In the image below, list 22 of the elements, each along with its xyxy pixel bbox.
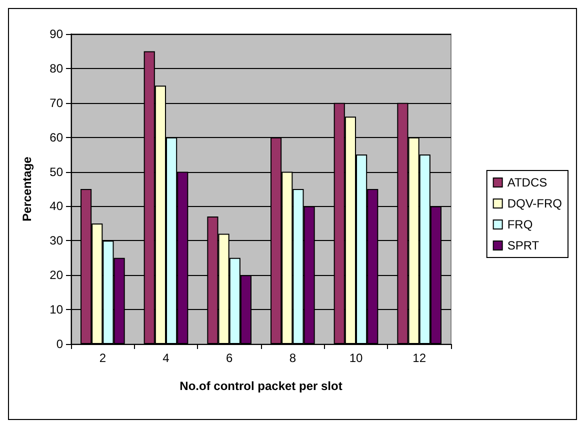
y-axis-title: Percentage	[20, 156, 34, 222]
legend-label: SPRT	[507, 238, 540, 252]
x-tick-label: 8	[289, 351, 296, 365]
y-tick-label: 60	[50, 130, 64, 144]
y-tick-label: 90	[50, 27, 64, 41]
legend-label: FRQ	[507, 218, 533, 232]
y-tick-label: 30	[50, 234, 64, 248]
legend-label: ATDCS	[507, 176, 548, 190]
y-tick-label: 20	[50, 268, 64, 282]
y-tick-label: 80	[50, 61, 64, 76]
y-tick-label: 70	[50, 96, 64, 110]
y-tick-label: 40	[50, 199, 64, 214]
y-tick-label: 10	[50, 302, 64, 317]
x-tick-label: 12	[412, 351, 426, 365]
legend-label: DQV-FRQ	[507, 196, 562, 210]
x-tick-label: 10	[349, 351, 363, 365]
x-axis-title: No.of control packet per slot	[180, 379, 342, 393]
y-tick-label: 0	[56, 337, 64, 351]
x-tick-label: 2	[99, 351, 106, 365]
x-tick-label: 6	[226, 351, 233, 365]
y-tick-label: 50	[50, 164, 64, 179]
x-tick-label: 4	[162, 351, 170, 365]
